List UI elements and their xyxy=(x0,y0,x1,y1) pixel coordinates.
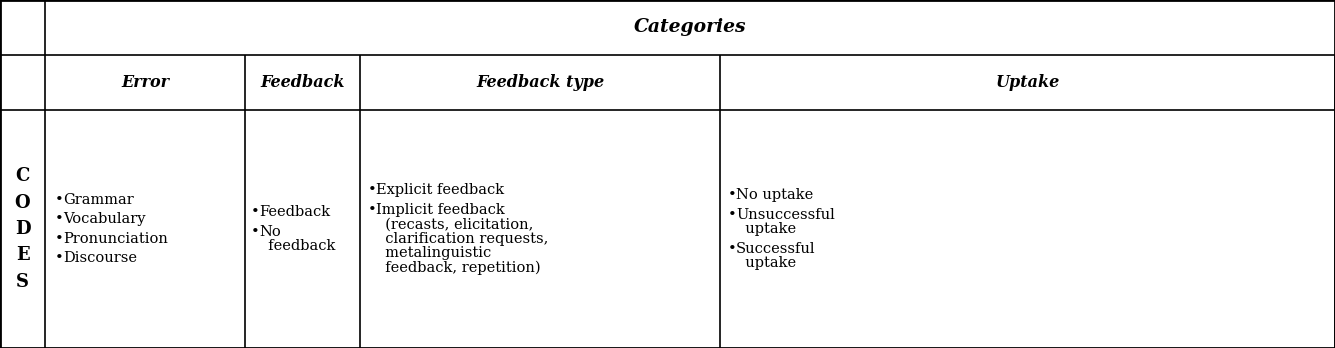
Text: Unsuccessful: Unsuccessful xyxy=(736,207,834,222)
Text: feedback, repetition): feedback, repetition) xyxy=(376,261,541,275)
Text: C
O
D
E
S: C O D E S xyxy=(15,167,31,291)
Text: •: • xyxy=(55,232,64,246)
Text: •: • xyxy=(55,193,64,207)
Text: uptake: uptake xyxy=(736,222,796,236)
Text: No uptake: No uptake xyxy=(736,188,813,202)
Text: Implicit feedback: Implicit feedback xyxy=(376,203,505,217)
Text: Uptake: Uptake xyxy=(996,74,1060,91)
Text: No: No xyxy=(259,224,280,238)
Text: (recasts, elicitation,: (recasts, elicitation, xyxy=(376,217,534,231)
Text: Grammar: Grammar xyxy=(63,193,134,207)
Text: •: • xyxy=(251,205,260,219)
Text: Explicit feedback: Explicit feedback xyxy=(376,183,505,197)
Text: •: • xyxy=(55,212,64,226)
Text: •: • xyxy=(55,251,64,265)
Text: feedback: feedback xyxy=(259,239,335,253)
Text: Successful: Successful xyxy=(736,242,816,255)
Text: Pronunciation: Pronunciation xyxy=(63,232,168,246)
Text: Feedback: Feedback xyxy=(259,205,330,219)
Text: •: • xyxy=(728,188,737,202)
Text: Categories: Categories xyxy=(634,18,746,37)
Text: Feedback type: Feedback type xyxy=(477,74,603,91)
Text: clarification requests,: clarification requests, xyxy=(376,232,549,246)
Text: •: • xyxy=(728,242,737,255)
Text: •: • xyxy=(368,203,376,217)
Text: Feedback: Feedback xyxy=(260,74,344,91)
Text: uptake: uptake xyxy=(736,256,796,270)
Text: •: • xyxy=(251,224,260,238)
Text: •: • xyxy=(728,207,737,222)
Text: Vocabulary: Vocabulary xyxy=(63,212,146,226)
Text: Discourse: Discourse xyxy=(63,251,138,265)
Text: metalinguistic: metalinguistic xyxy=(376,246,491,260)
Text: •: • xyxy=(368,183,376,197)
Text: Error: Error xyxy=(121,74,170,91)
